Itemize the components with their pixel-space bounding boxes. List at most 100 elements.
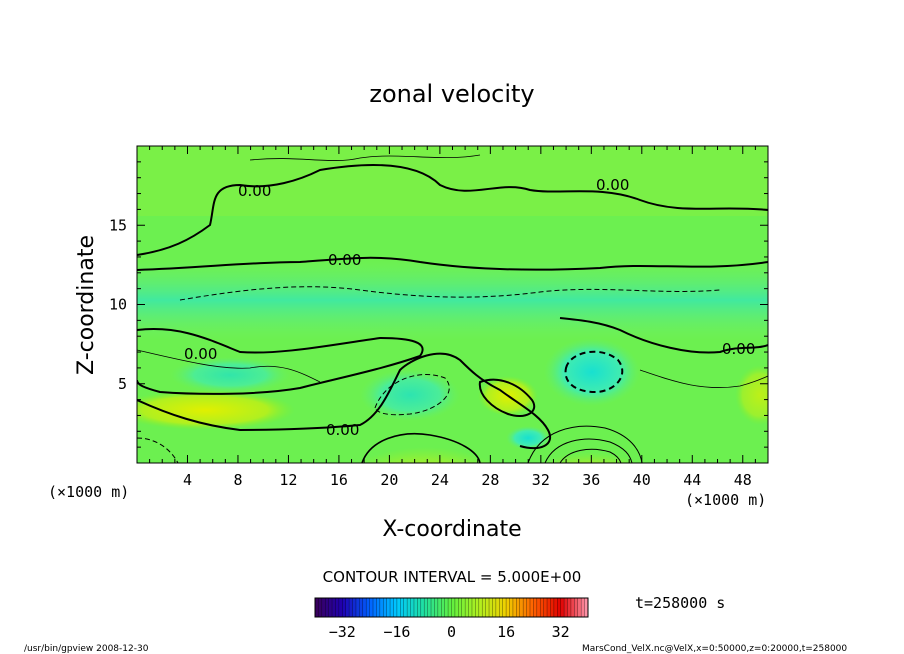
colorbar-cell <box>509 598 514 617</box>
y-tick-label: 15 <box>109 216 127 234</box>
contours <box>137 154 768 463</box>
contour-eddy <box>564 350 624 394</box>
x-tick-label: 4 <box>183 471 192 489</box>
colorbar-ticks: −32 −16 0 16 32 <box>329 623 570 641</box>
colorbar-frame <box>314 597 589 618</box>
x-tick-label: 48 <box>734 471 752 489</box>
colorbar-cell <box>485 598 490 617</box>
colorbar-cell <box>359 598 364 617</box>
contour-zero-top <box>137 164 768 256</box>
contour-label: 0.00 <box>326 421 359 439</box>
colorbar-cell <box>441 598 445 617</box>
colorbar-cell <box>471 598 476 617</box>
colorbar-cell <box>567 598 572 617</box>
colorbar-cell <box>328 598 333 617</box>
contour-label: 0.00 <box>596 176 629 194</box>
colorbar-cell <box>369 598 374 617</box>
colorbar-tick-label: −32 <box>329 623 356 641</box>
colorbar-tick-label: 16 <box>497 623 515 641</box>
colorbar-cell <box>584 598 589 617</box>
contour-label: 0.00 <box>722 340 755 358</box>
colorbar-cell <box>574 598 579 617</box>
colorbar-cell <box>383 598 387 617</box>
contour-label: 0.00 <box>328 251 361 269</box>
colorbar-cell <box>325 598 329 617</box>
colorbar-cell <box>434 598 439 617</box>
x-tick-label: 8 <box>233 471 242 489</box>
colorbar-cell <box>506 598 510 617</box>
y-tick-label: 10 <box>109 296 127 314</box>
colorbar-cell <box>581 598 585 617</box>
chart-title: zonal velocity <box>369 80 534 108</box>
colorbar-cell <box>523 598 527 617</box>
colorbar-cell <box>318 598 323 617</box>
contour-thin-2 <box>639 369 768 389</box>
colorbar-cell <box>335 598 340 617</box>
time-label: t=258000 s <box>635 594 725 612</box>
colorbar-cell <box>417 598 422 617</box>
colorbar-cell <box>560 598 565 617</box>
colorbar-cell <box>424 598 428 617</box>
contour-label: 0.00 <box>238 182 271 200</box>
colorbar-cell <box>570 598 575 617</box>
colorbar-cell <box>332 598 336 617</box>
colorbar-cell <box>355 598 360 617</box>
colorbar-cell <box>373 598 377 617</box>
colorbar-cell <box>516 598 521 617</box>
colorbar-cell <box>533 598 538 617</box>
colorbar-cell <box>475 598 480 617</box>
colorbar-cell <box>482 598 486 617</box>
contour-orange-mid <box>544 438 633 463</box>
cyan-area-center <box>360 369 460 421</box>
cyan-blob-mid-left <box>170 357 290 393</box>
x-unit-right: (×1000 m) <box>685 491 766 509</box>
colorbar-cell <box>536 598 541 617</box>
contour-orange-inner <box>559 448 622 463</box>
contour-label: 0.00 <box>184 345 217 363</box>
colorbar-cell <box>492 598 497 617</box>
y-axis-title: Z-coordinate <box>74 235 99 375</box>
colorbar-cell <box>540 598 544 617</box>
yellow-edge-right <box>735 365 768 425</box>
colorbar-cell <box>345 598 350 617</box>
colorbar-cell <box>400 598 405 617</box>
yellow-lobe-bottom <box>355 423 495 463</box>
colorbar-cell <box>342 598 347 617</box>
colorbar-cell <box>448 598 452 617</box>
footer-left: /usr/bin/gpview 2008-12-30 <box>24 644 149 654</box>
colorbar-cell <box>413 598 418 617</box>
colorbar-cell <box>451 598 456 617</box>
colorbar-cell <box>349 598 353 617</box>
colorbar-tick-label: 0 <box>447 623 456 641</box>
contour-zero-upper <box>137 256 768 271</box>
colorbar-cell <box>420 598 425 617</box>
colorbar-cell <box>410 598 415 617</box>
x-tick-label: 28 <box>481 471 499 489</box>
contour-thin-3 <box>249 154 481 161</box>
colorbar-cell <box>386 598 391 617</box>
colorbar-cell <box>519 598 524 617</box>
colorbar-cell <box>543 598 548 617</box>
contour-thin-1 <box>137 349 321 383</box>
colorbar-cell <box>458 598 463 617</box>
colorbar-cell <box>478 598 483 617</box>
colorbar-cell <box>465 598 469 617</box>
x-axis: 4 8 12 16 20 24 28 32 36 40 44 48 <box>149 146 756 489</box>
x-tick-label: 12 <box>279 471 297 489</box>
cyan-band <box>137 260 768 340</box>
contour-interval: CONTOUR INTERVAL = 5.000E+00 <box>323 568 582 586</box>
colorbar-cell <box>431 598 435 617</box>
plot-area <box>137 146 768 463</box>
colorbar-cell <box>550 598 555 617</box>
contour-patch <box>478 378 536 418</box>
colorbar-cell <box>489 598 493 617</box>
colorbar-cell <box>502 598 507 617</box>
contour-zero-left <box>137 328 424 395</box>
x-tick-label: 20 <box>380 471 398 489</box>
y-tick-label: 5 <box>118 375 127 393</box>
colorbar-cell <box>427 598 432 617</box>
colorbar-cell <box>315 598 319 617</box>
colorbar-cell <box>444 598 449 617</box>
yellow-band-blob <box>137 390 295 430</box>
